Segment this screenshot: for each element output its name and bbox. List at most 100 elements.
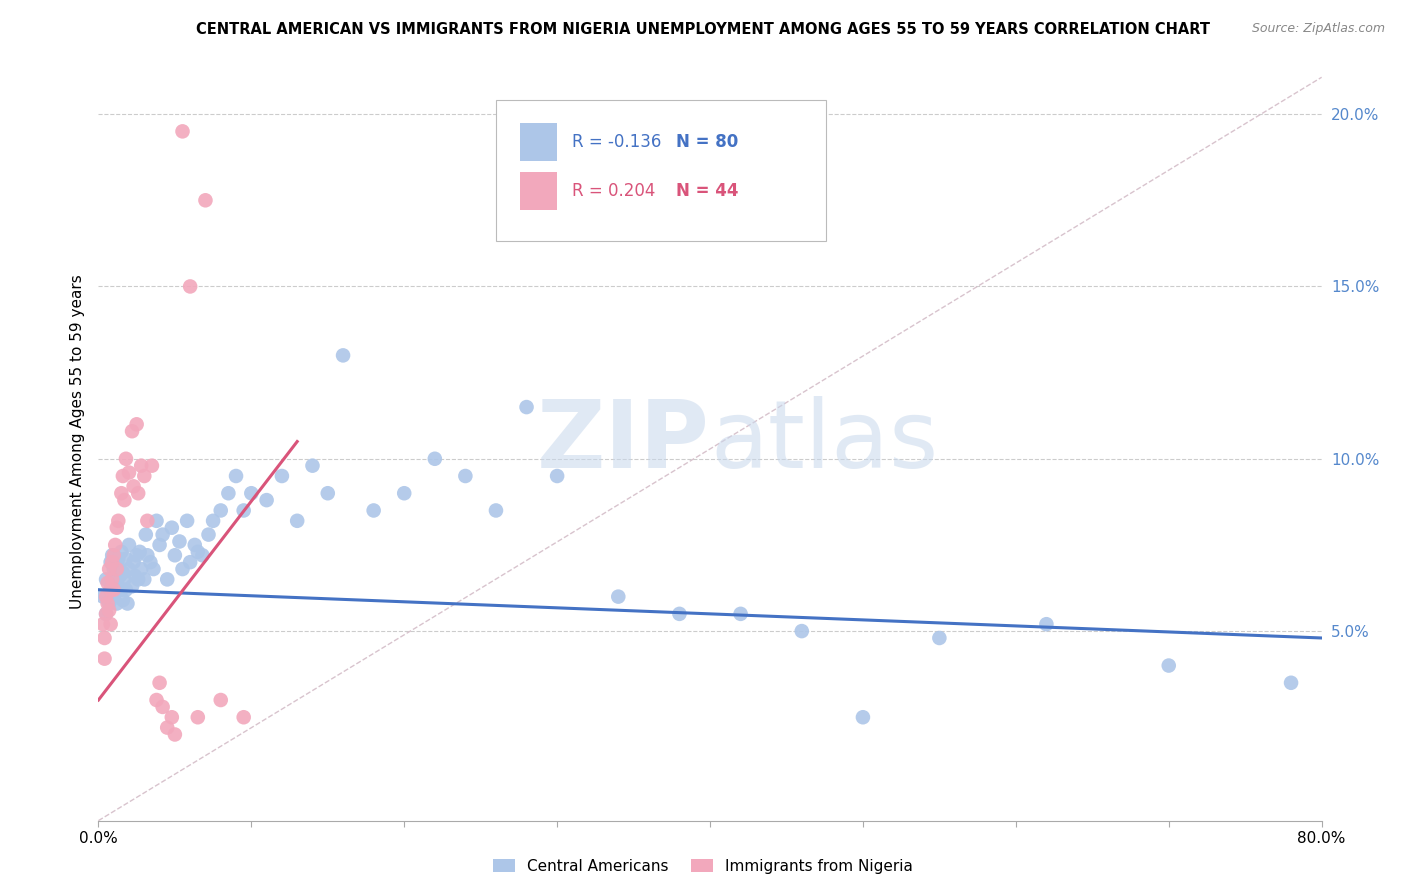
Point [217,486,239,500]
Point [100,617,122,632]
Point [125,548,148,563]
Point [852,710,875,724]
Point [149,538,172,552]
Point [209,693,232,707]
Text: N = 44: N = 44 [676,182,738,201]
Point [135,527,157,541]
Point [100,582,122,597]
Point [101,573,124,587]
Point [107,551,129,566]
Point [98,603,121,617]
Point [93,631,115,645]
Point [225,469,247,483]
Point [316,486,339,500]
Text: ZIP: ZIP [537,395,710,488]
Point [103,562,125,576]
Point [516,400,538,414]
Point [98,562,121,576]
Point [1279,675,1302,690]
Point [94,573,117,587]
Point [124,569,146,583]
Point [141,458,163,473]
Text: CENTRAL AMERICAN VS IMMIGRANTS FROM NIGERIA UNEMPLOYMENT AMONG AGES 55 TO 59 YEA: CENTRAL AMERICAN VS IMMIGRANTS FROM NIGE… [195,22,1211,37]
Point [142,562,165,576]
Point [91,590,114,604]
Point [363,503,385,517]
Point [790,624,813,639]
Point [115,582,138,597]
Point [94,590,117,604]
Point [730,607,752,621]
Point [105,597,128,611]
Point [118,562,141,576]
Point [194,194,217,208]
Point [110,486,132,500]
Point [100,555,122,569]
Point [149,675,172,690]
Point [163,548,186,563]
Point [187,545,209,559]
Point [105,521,128,535]
Text: Source: ZipAtlas.com: Source: ZipAtlas.com [1251,22,1385,36]
Point [240,486,263,500]
Point [97,597,120,611]
Point [121,579,143,593]
Point [163,727,186,741]
Point [156,573,179,587]
Point [256,493,278,508]
Point [145,514,167,528]
FancyBboxPatch shape [520,123,557,161]
Point [160,710,183,724]
Point [169,534,191,549]
Point [546,469,568,483]
Point [129,458,152,473]
Point [187,710,209,724]
Point [1035,617,1057,632]
Point [104,538,127,552]
Point [122,555,145,569]
Point [197,527,219,541]
Point [105,562,128,576]
Point [485,503,508,517]
Text: atlas: atlas [710,395,938,488]
Point [94,607,117,621]
FancyBboxPatch shape [520,172,557,211]
Point [112,573,135,587]
Point [202,514,225,528]
Point [117,597,139,611]
Point [232,710,254,724]
Point [97,575,120,590]
Text: R = 0.204: R = 0.204 [572,182,655,201]
Point [91,617,114,632]
Text: R = -0.136: R = -0.136 [572,133,661,151]
Point [103,548,125,563]
Point [105,555,128,569]
Point [136,514,159,528]
Point [98,597,121,611]
Point [172,562,194,576]
Point [184,538,207,552]
Y-axis label: Unemployment Among Ages 55 to 59 years: Unemployment Among Ages 55 to 59 years [69,274,84,609]
Point [179,555,201,569]
Point [232,503,254,517]
Point [110,582,132,597]
Point [103,582,125,597]
Point [108,569,131,583]
Point [122,479,145,493]
Point [100,582,122,597]
Point [145,693,167,707]
Point [139,555,162,569]
Point [332,348,354,362]
Point [270,469,292,483]
Point [101,573,124,587]
Point [392,486,416,500]
Point [111,469,134,483]
Point [128,545,150,559]
Point [94,607,117,621]
Point [301,458,323,473]
Point [127,573,149,587]
Point [285,514,308,528]
Point [134,469,156,483]
Point [104,575,127,590]
Point [607,590,630,604]
